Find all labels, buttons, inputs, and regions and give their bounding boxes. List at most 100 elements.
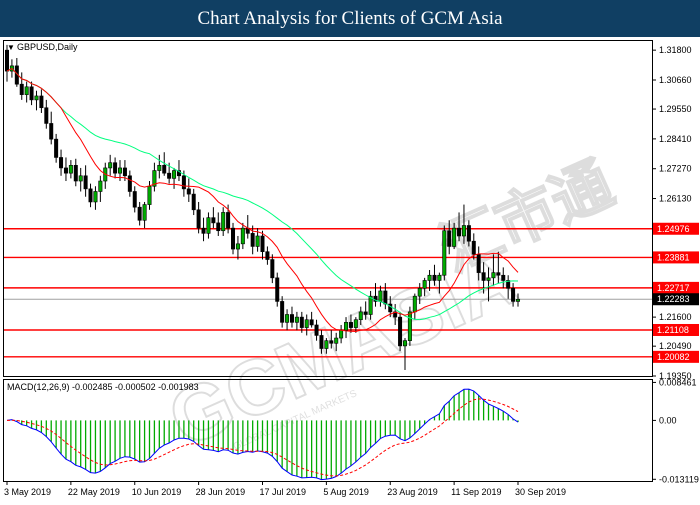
candle	[231, 222, 236, 255]
candle	[466, 220, 471, 247]
candle	[49, 111, 54, 145]
candle-body	[162, 165, 167, 174]
candle	[78, 167, 83, 192]
candle-body	[280, 301, 285, 323]
candle	[491, 254, 496, 286]
candle-body	[339, 329, 344, 339]
candle-body	[24, 86, 29, 95]
candle-body	[73, 165, 78, 182]
candle	[496, 251, 501, 284]
candle	[88, 183, 93, 208]
x-tick-label: 11 Sep 2019	[451, 487, 501, 497]
level-label-box	[653, 251, 699, 264]
candle	[506, 275, 511, 299]
x-tick-label: 30 Sep 2019	[515, 487, 566, 497]
candle	[132, 186, 137, 213]
candle	[172, 167, 177, 189]
candle-body	[63, 167, 68, 174]
candle	[344, 317, 349, 339]
candle-body	[132, 191, 137, 208]
candle-body	[167, 172, 172, 179]
candle-body	[44, 107, 49, 124]
y-tick-label: 1.29550	[659, 104, 692, 114]
candle-body	[363, 311, 368, 315]
candle-body	[309, 319, 314, 326]
candle-body	[5, 49, 10, 72]
candle-body	[221, 212, 226, 232]
level-label-box	[653, 323, 699, 336]
macd-y-tick-label: 0.00	[659, 415, 677, 425]
candle-body	[457, 227, 462, 237]
candle	[461, 204, 466, 244]
x-tick-label: 3 May 2019	[4, 487, 51, 497]
candle	[398, 311, 403, 352]
candle	[54, 133, 59, 163]
current-price-box	[653, 293, 699, 306]
candle-body	[422, 280, 427, 289]
candle-body	[368, 295, 373, 315]
candle-body	[19, 83, 24, 95]
candle	[162, 152, 167, 176]
y-tick-label: 1.31800	[659, 45, 692, 55]
y-tick-label: 1.26130	[659, 194, 692, 204]
candle-body	[270, 259, 275, 279]
candle-body	[127, 175, 132, 192]
candle	[299, 311, 304, 333]
candle	[427, 270, 432, 291]
candle-body	[265, 251, 270, 260]
candle-body	[152, 170, 157, 187]
candle-body	[196, 209, 201, 229]
candle-body	[501, 274, 506, 281]
candle	[442, 225, 447, 281]
candle	[447, 220, 452, 255]
candle	[363, 301, 368, 320]
candle	[501, 267, 506, 289]
candle-body	[447, 230, 452, 247]
candle-body	[353, 319, 358, 328]
x-tick-label: 5 Aug 2019	[323, 487, 369, 497]
candle	[402, 338, 407, 370]
candle-body	[206, 217, 211, 234]
candle	[265, 246, 270, 265]
candle	[240, 222, 245, 250]
candle-body	[314, 324, 319, 336]
candle	[63, 157, 68, 182]
page-title: Chart Analysis for Clients of GCM Asia	[197, 8, 503, 29]
candle-body	[402, 340, 407, 347]
y-tick-label: 1.21600	[659, 312, 692, 322]
y-tick-label: 1.19350	[659, 371, 692, 381]
candle-body	[275, 277, 280, 302]
candle-body	[78, 175, 83, 182]
candle-body	[255, 235, 260, 247]
candle-body	[250, 233, 255, 247]
candle	[314, 319, 319, 341]
candle-body	[98, 180, 103, 192]
candle-body	[407, 311, 412, 341]
x-tick-label: 10 Jun 2019	[132, 487, 182, 497]
candle-body	[49, 123, 54, 140]
candle-body	[113, 162, 118, 174]
level-label: 1.24976	[657, 224, 690, 234]
candle	[19, 72, 24, 100]
candle-body	[358, 311, 363, 321]
candle	[196, 201, 201, 234]
candle-body	[289, 314, 294, 323]
candle	[250, 225, 255, 255]
x-tick-label: 22 May 2019	[68, 487, 120, 497]
candle-body	[452, 227, 457, 247]
candle	[108, 154, 113, 176]
candle	[186, 178, 191, 202]
candle	[329, 330, 334, 349]
x-tick-label: 17 Jul 2019	[260, 487, 307, 497]
level-label: 1.20082	[657, 352, 690, 362]
candle-body	[388, 303, 393, 313]
candle-body	[471, 240, 476, 255]
slow-moving-average-line	[6, 67, 519, 321]
candle-body	[481, 272, 486, 281]
candle-body	[235, 243, 240, 250]
candle-body	[231, 227, 236, 250]
macd-title: MACD(12,26,9) -0.002485 -0.000502 -0.001…	[7, 382, 199, 392]
candle-body	[299, 316, 304, 328]
candle-body	[226, 212, 231, 229]
candle-body	[83, 175, 88, 190]
